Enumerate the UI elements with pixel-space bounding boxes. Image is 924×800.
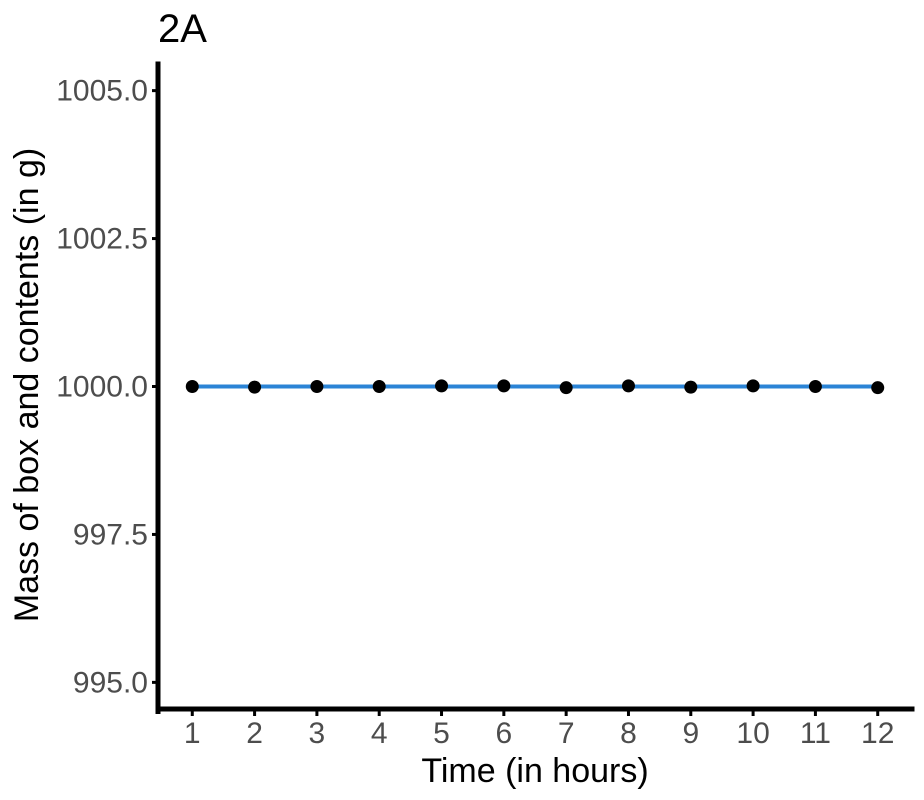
data-point xyxy=(559,381,573,395)
y-tick-label: 997.5 xyxy=(73,518,148,551)
x-tick-label: 8 xyxy=(620,717,637,750)
data-point xyxy=(372,380,386,393)
y-axis-title: Mass of box and contents (in g) xyxy=(8,148,46,622)
data-point xyxy=(497,379,511,393)
x-tick-label: 3 xyxy=(309,717,326,750)
x-tick-label: 10 xyxy=(736,717,769,750)
x-tick-label: 4 xyxy=(371,717,388,750)
data-point xyxy=(310,380,324,393)
y-tick-label: 1000.0 xyxy=(56,371,148,404)
data-point xyxy=(435,379,449,393)
x-tick-label: 6 xyxy=(495,717,512,750)
data-point xyxy=(808,380,822,393)
x-axis-title: Time (in hours) xyxy=(421,752,648,790)
chart-title: 2A xyxy=(158,7,207,51)
x-tick-label: 5 xyxy=(433,717,450,750)
y-tick-label: 1005.0 xyxy=(56,75,148,108)
data-point xyxy=(746,379,760,393)
x-tick-label: 12 xyxy=(861,717,894,750)
points-layer xyxy=(185,379,885,395)
y-tick-label: 995.0 xyxy=(73,666,148,699)
x-tick-label: 11 xyxy=(800,717,831,750)
x-tick-label: 9 xyxy=(682,717,699,750)
data-point xyxy=(185,380,199,393)
x-tick-label: 7 xyxy=(558,717,575,750)
data-point xyxy=(248,380,262,394)
data-point xyxy=(871,381,885,395)
data-point xyxy=(621,379,635,393)
data-point xyxy=(684,380,698,394)
x-tick-label: 2 xyxy=(246,717,263,750)
x-tick-label: 1 xyxy=(184,717,201,750)
y-tick-label: 1002.5 xyxy=(56,223,148,256)
